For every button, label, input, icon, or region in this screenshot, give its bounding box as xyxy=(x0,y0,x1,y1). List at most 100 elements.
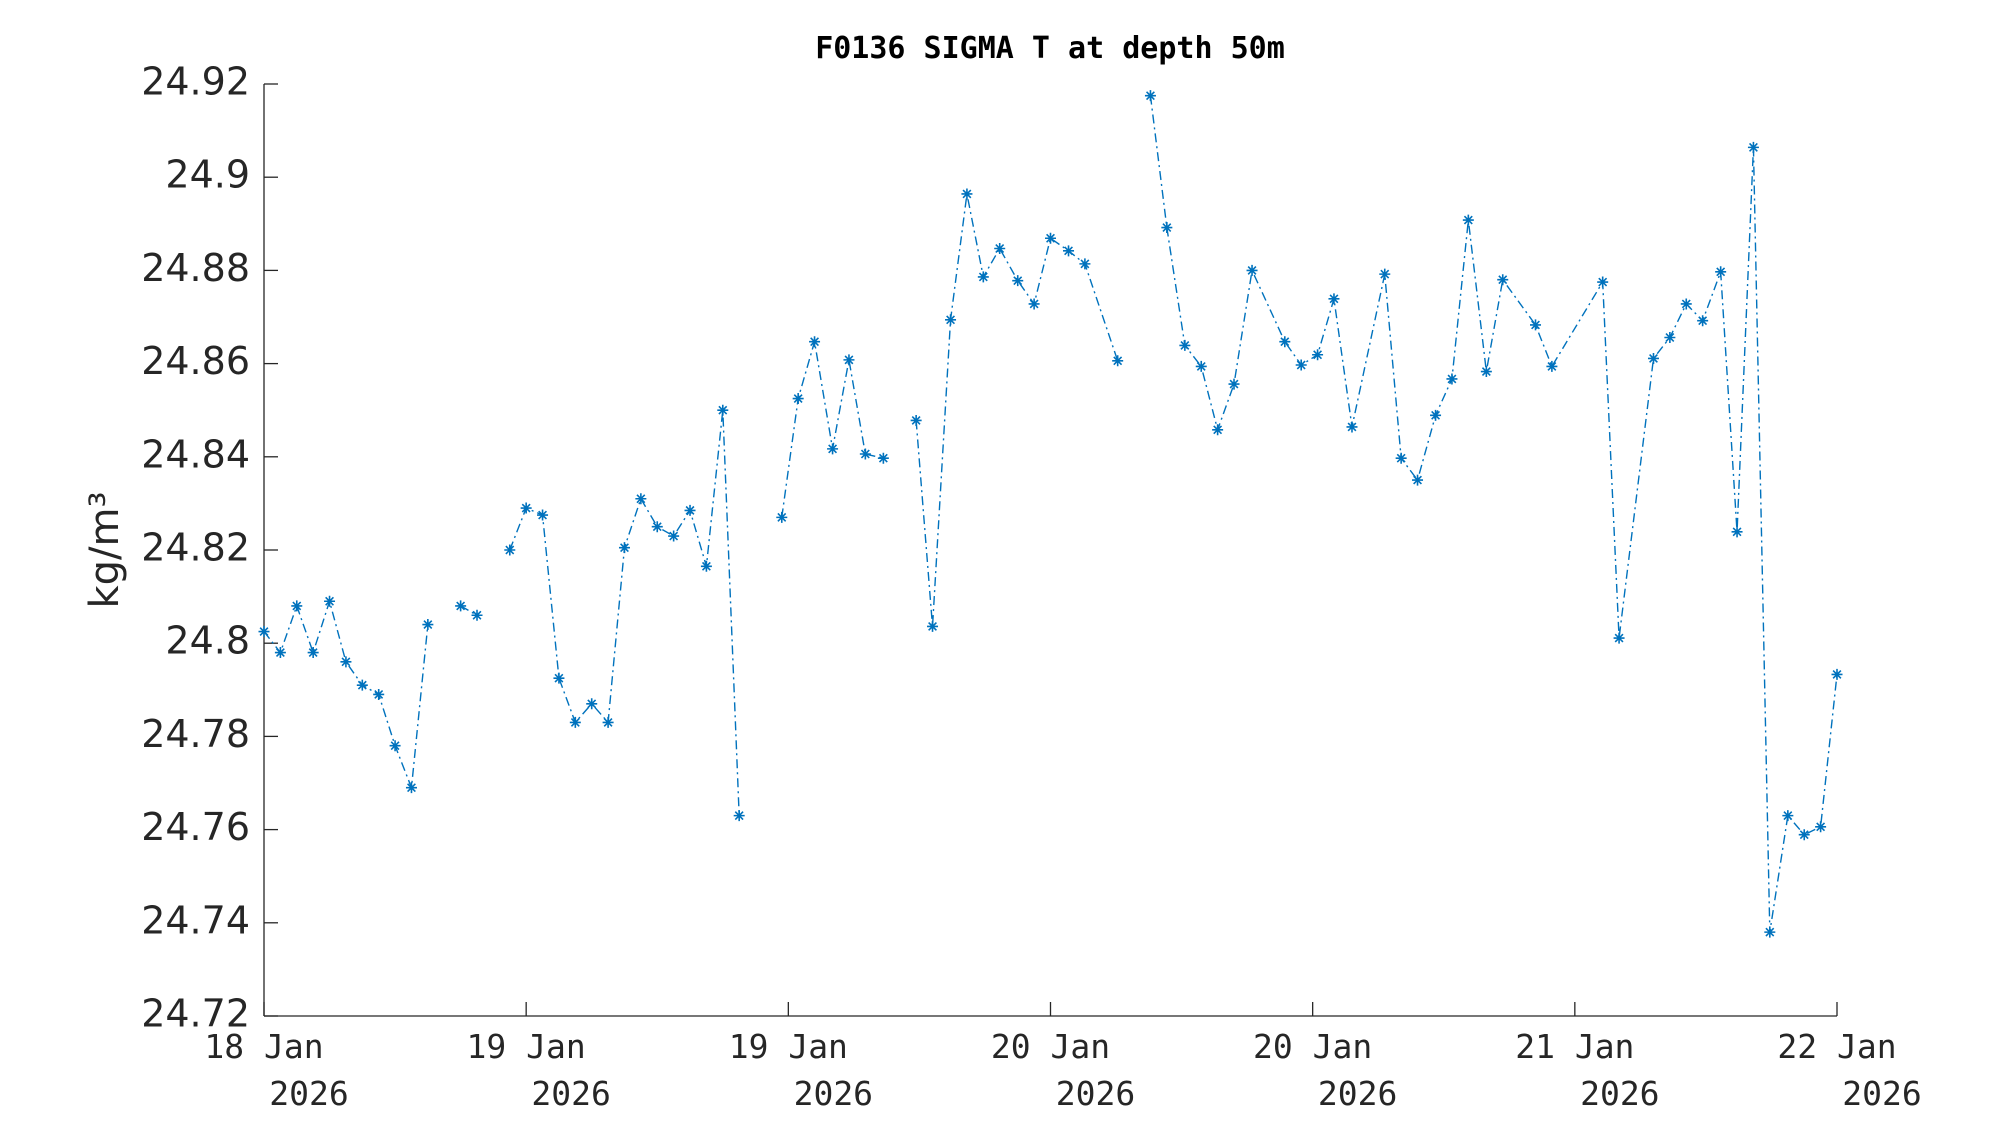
marker xyxy=(809,336,821,348)
y-tick-label: 24.9 xyxy=(165,153,250,197)
marker xyxy=(1530,319,1542,331)
marker xyxy=(1328,293,1340,305)
marker xyxy=(1715,266,1727,278)
marker xyxy=(1195,360,1207,372)
x-tick-label: 20 Jan 2026 xyxy=(1253,1027,1397,1113)
x-tick-label: 18 Jan 2026 xyxy=(204,1027,348,1113)
marker xyxy=(1764,926,1776,938)
marker xyxy=(668,530,680,542)
marker xyxy=(291,600,303,612)
marker xyxy=(1446,373,1458,385)
y-tick-label: 24.86 xyxy=(141,339,250,383)
marker xyxy=(1731,526,1743,538)
marker xyxy=(1697,315,1709,327)
marker xyxy=(994,242,1006,254)
y-tick-label: 24.76 xyxy=(141,805,250,849)
y-tick-label: 24.88 xyxy=(141,246,250,290)
x-tick-label: 19 Jan 2026 xyxy=(467,1027,611,1113)
marker xyxy=(910,414,922,426)
marker xyxy=(733,810,745,822)
marker xyxy=(1546,360,1558,372)
marker xyxy=(373,688,385,700)
y-tick-label: 24.78 xyxy=(141,712,250,756)
marker xyxy=(1497,274,1509,286)
marker xyxy=(827,443,839,455)
marker xyxy=(356,679,368,691)
x-tick-label: 22 Jan 2026 xyxy=(1777,1027,1921,1113)
marker xyxy=(471,609,483,621)
marker xyxy=(1063,245,1075,257)
marker xyxy=(635,493,647,505)
marker xyxy=(945,314,957,326)
marker xyxy=(700,560,712,572)
marker xyxy=(1379,268,1391,280)
marker xyxy=(340,656,352,668)
marker xyxy=(1430,409,1442,421)
marker xyxy=(455,600,467,612)
x-tick-label: 19 Jan 2026 xyxy=(729,1027,873,1113)
marker xyxy=(1831,668,1843,680)
marker xyxy=(1179,339,1191,351)
marker xyxy=(1012,275,1024,287)
marker xyxy=(1680,298,1692,310)
marker xyxy=(274,647,286,659)
marker xyxy=(651,521,663,533)
marker xyxy=(1462,214,1474,226)
y-tick-label: 24.82 xyxy=(141,526,250,570)
marker xyxy=(776,511,788,523)
marker xyxy=(717,404,729,416)
marker xyxy=(843,354,855,366)
marker xyxy=(1312,349,1324,361)
y-tick-label: 24.8 xyxy=(165,619,250,663)
marker xyxy=(618,542,630,554)
marker xyxy=(1045,232,1056,244)
marker xyxy=(1028,298,1040,310)
marker xyxy=(1279,336,1291,348)
marker xyxy=(1246,264,1258,276)
marker xyxy=(1079,258,1091,270)
marker xyxy=(520,502,532,514)
x-tick-label: 21 Jan 2026 xyxy=(1515,1027,1659,1113)
marker xyxy=(324,595,336,607)
marker xyxy=(1212,424,1224,436)
marker xyxy=(586,698,598,710)
marker xyxy=(1395,452,1407,464)
marker xyxy=(422,619,434,631)
marker xyxy=(389,740,401,752)
data-line xyxy=(263,95,1838,933)
marker xyxy=(961,188,973,200)
marker xyxy=(1144,90,1156,102)
marker xyxy=(1412,474,1424,486)
marker xyxy=(1228,378,1240,390)
y-tick-label: 24.92 xyxy=(141,60,250,104)
y-tick-label: 24.84 xyxy=(141,432,250,476)
marker xyxy=(927,620,939,632)
marker xyxy=(1613,632,1625,644)
marker xyxy=(792,393,804,405)
marker xyxy=(684,504,696,516)
marker xyxy=(553,672,565,684)
y-tick-label: 24.72 xyxy=(141,992,250,1036)
marker xyxy=(1647,352,1659,364)
y-tick-label: 24.74 xyxy=(141,898,250,942)
marker xyxy=(307,647,319,659)
marker xyxy=(1597,276,1609,288)
marker xyxy=(1782,810,1794,822)
marker xyxy=(1346,421,1358,433)
y-axis-label: kg/m³ xyxy=(82,491,128,608)
marker xyxy=(877,452,889,464)
marker xyxy=(569,716,581,728)
marker xyxy=(258,626,270,638)
marker xyxy=(977,271,989,283)
marker xyxy=(1747,141,1759,153)
marker xyxy=(537,509,549,521)
marker xyxy=(1480,366,1492,378)
marker xyxy=(1798,829,1810,841)
marker xyxy=(859,448,871,460)
marker xyxy=(1112,355,1124,367)
marker xyxy=(602,716,614,728)
marker xyxy=(1664,332,1676,344)
x-tick-label: 20 Jan 2026 xyxy=(991,1027,1135,1113)
marker xyxy=(504,544,516,556)
